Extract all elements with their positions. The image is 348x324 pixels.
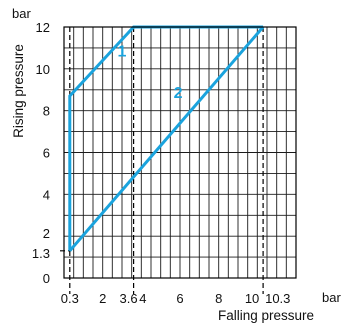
y-tick-label: 4 — [43, 187, 50, 202]
x-tick-label: 4 — [139, 291, 146, 306]
y-tick-label: 1.3 — [32, 246, 50, 261]
x-tick-label: 10.3 — [265, 291, 290, 306]
x-tick-label: 8 — [215, 291, 222, 306]
y-tick-label: 0 — [43, 271, 50, 286]
y-axis-title: Rising pressure — [11, 44, 26, 138]
plot-frame — [63, 26, 297, 279]
x-tick-label: 3.6 — [120, 291, 138, 306]
series-label-2: 2 — [174, 85, 183, 102]
grid — [64, 27, 296, 278]
x-tick-label: 6 — [176, 291, 183, 306]
series-label-1: 1 — [118, 43, 127, 60]
x-unit-label: bar — [322, 290, 341, 305]
y-tick-label: 8 — [43, 104, 50, 119]
reference-lines — [60, 27, 264, 294]
x-axis-title: Falling pressure — [218, 308, 314, 323]
series-line-2 — [68, 26, 265, 252]
x-tick-label: 10 — [245, 291, 259, 306]
y-tick-label: 2 — [43, 226, 50, 241]
x-tick-label: 0.3 — [61, 291, 79, 306]
series-lines: 12 — [68, 25, 265, 252]
y-unit-label: bar — [12, 6, 31, 21]
plot-frame-border — [63, 26, 297, 279]
y-tick-label: 6 — [43, 146, 50, 161]
y-tick-label: 12 — [36, 20, 50, 35]
y-tick-label: 10 — [36, 62, 50, 77]
x-tick-label: 2 — [99, 291, 106, 306]
